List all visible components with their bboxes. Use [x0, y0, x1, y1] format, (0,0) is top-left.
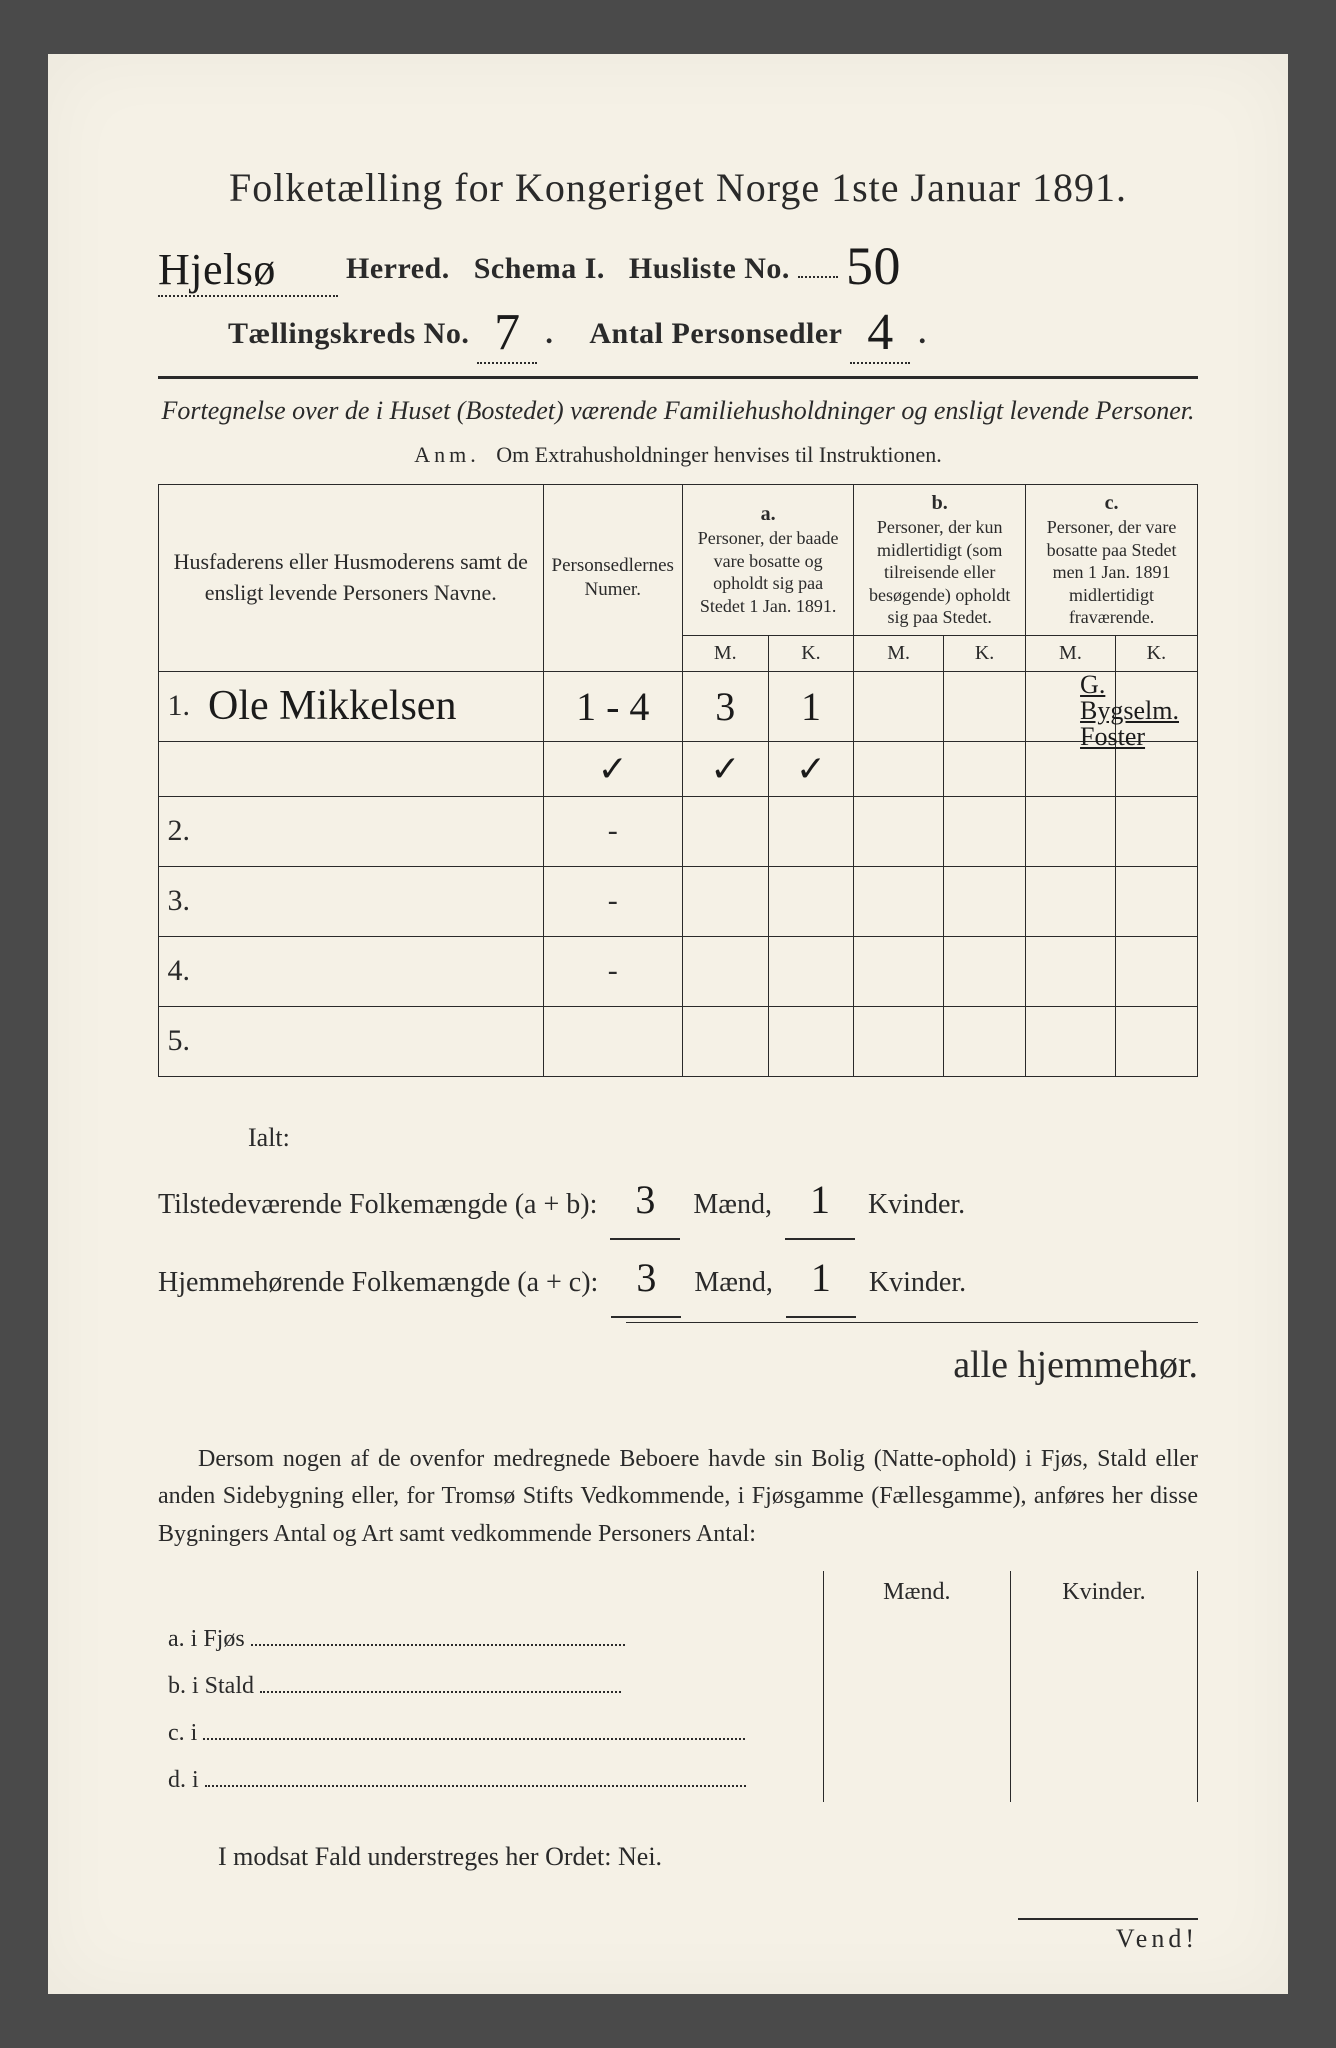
herred-value: Hjelsø	[158, 244, 338, 297]
row-index: 3.	[159, 866, 201, 936]
kreds-label: Tællingskreds No.	[228, 317, 469, 351]
meta-line-2: Tællingskreds No. 7 . Antal Personsedler…	[158, 297, 1198, 358]
form-title: Folketælling for Kongeriget Norge 1ste J…	[158, 164, 1198, 211]
row-index: 5.	[159, 1006, 201, 1076]
table-row: 4. -	[159, 936, 1198, 1006]
closing-line: I modsat Fald understreges her Ordet: Ne…	[158, 1842, 1198, 1872]
row-index: 2.	[159, 796, 201, 866]
check-row: ✓ ✓ ✓	[159, 741, 1198, 796]
antal-value: 4	[850, 303, 910, 364]
anm-note: Anm. Om Extrahusholdninger henvises til …	[158, 442, 1198, 468]
herred-label: Herred.	[346, 252, 450, 286]
kvinder-label: Kvinder.	[868, 1189, 965, 1220]
margin-note: G. Bygselm. Foster	[1080, 672, 1179, 750]
rooms-head-k: Kvinder.	[1010, 1571, 1197, 1614]
row-index: 4.	[159, 936, 201, 1006]
anm-prefix: Anm.	[414, 442, 480, 467]
rooms-b: b. i Stald	[168, 1673, 254, 1699]
totals-block: Ialt: Tilstedeværende Folkemængde (a + b…	[158, 1113, 1198, 1402]
col-c-m: M.	[1026, 635, 1116, 671]
row-nums: 1 - 4	[576, 684, 649, 729]
rooms-head-m: Mænd.	[823, 1571, 1010, 1614]
row-nums: -	[543, 936, 682, 1006]
table-row: 5.	[159, 1006, 1198, 1076]
col-b: b. Personer, der kun midlertidigt (som t…	[854, 485, 1026, 636]
col-a: a. Personer, der baade vare bosatte og o…	[682, 485, 853, 636]
husliste-value: 50	[846, 235, 901, 297]
check-icon: ✓	[598, 749, 628, 789]
rooms-row: d. i	[158, 1755, 1198, 1802]
maend-label: Mænd,	[693, 1189, 772, 1220]
totals-line2-label: Hjemmehørende Folkemængde (a + c):	[158, 1256, 598, 1309]
check-icon: ✓	[710, 749, 740, 789]
col-a-m: M.	[682, 635, 768, 671]
divider	[158, 376, 1198, 379]
vend-label: Vend!	[1018, 1918, 1198, 1954]
check-icon: ✓	[796, 749, 826, 789]
row-nums: -	[543, 866, 682, 936]
rooms-table: Mænd. Kvinder. a. i Fjøs b. i Stald c. i…	[158, 1571, 1198, 1802]
col-names: Husfaderens eller Husmoderens samt de en…	[159, 485, 544, 672]
row-name-cell	[200, 936, 543, 1006]
ialt-label: Ialt:	[158, 1113, 1198, 1162]
col-c-k: K.	[1115, 635, 1197, 671]
table-row: 3. -	[159, 866, 1198, 936]
rooms-c: c. i	[168, 1720, 197, 1746]
kvinder-label: Kvinder.	[869, 1267, 966, 1298]
row-nums: -	[543, 796, 682, 866]
row-name-cell: Ole Mikkelsen	[200, 671, 543, 741]
row-aM: 3	[715, 684, 735, 729]
census-form-sheet: Folketælling for Kongeriget Norge 1ste J…	[48, 54, 1288, 1994]
col-a-k: K.	[768, 635, 854, 671]
row-nums	[543, 1006, 682, 1076]
household-table: Husfaderens eller Husmoderens samt de en…	[158, 484, 1198, 1077]
meta-line-1: Hjelsø Herred. Schema I. Husliste No. 50	[158, 229, 1198, 291]
totals-line1-label: Tilstedeværende Folkemængde (a + b):	[158, 1178, 597, 1231]
row-name-cell	[200, 796, 543, 866]
row-index: 1.	[159, 671, 201, 741]
row-aK: 1	[801, 684, 821, 729]
totals-line2-m: 3	[636, 1255, 656, 1300]
col-c: c. Personer, der vare bosatte paa Stedet…	[1026, 485, 1198, 636]
rooms-row: b. i Stald	[158, 1661, 1198, 1708]
anm-text: Om Extrahusholdninger henvises til Instr…	[496, 442, 941, 467]
col-b-k: K.	[943, 635, 1025, 671]
totals-line1-k: 1	[810, 1177, 830, 1222]
antal-label: Antal Personsedler	[589, 317, 842, 351]
table-row: 1. Ole Mikkelsen 1 - 4 3 1 G. Bygselm. F…	[159, 671, 1198, 741]
husliste-label: Husliste No.	[629, 252, 790, 286]
col-numbers: Personsedlernes Numer.	[543, 485, 682, 672]
subtitle: Fortegnelse over de i Huset (Bostedet) v…	[158, 393, 1198, 428]
totals-line2-k: 1	[811, 1255, 831, 1300]
totals-hand-note: alle hjemmehør.	[626, 1322, 1198, 1401]
col-b-m: M.	[854, 635, 944, 671]
totals-line1-m: 3	[635, 1177, 655, 1222]
rooms-a: a. i Fjøs	[168, 1626, 245, 1652]
instruction-paragraph: Dersom nogen af de ovenfor medregnede Be…	[158, 1441, 1198, 1553]
row-name: Ole Mikkelsen	[208, 683, 456, 729]
rooms-row: a. i Fjøs	[158, 1614, 1198, 1661]
row-name-cell	[200, 866, 543, 936]
table-row: 2. -	[159, 796, 1198, 866]
rooms-d: d. i	[168, 1767, 199, 1793]
kreds-value: 7	[477, 303, 537, 364]
maend-label: Mænd,	[694, 1267, 773, 1298]
rooms-row: c. i	[158, 1708, 1198, 1755]
row-name-cell	[200, 1006, 543, 1076]
schema-label: Schema I.	[474, 252, 605, 286]
